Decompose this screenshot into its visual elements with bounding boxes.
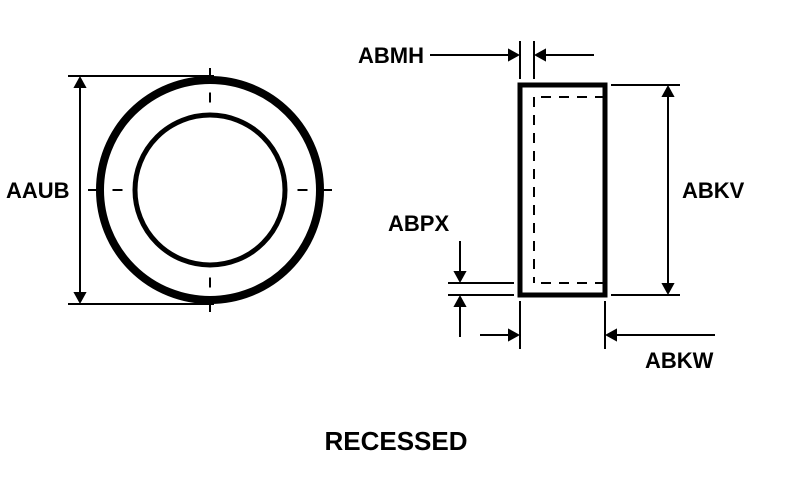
label-aaub: AAUB (6, 178, 70, 204)
label-abpx: ABPX (388, 211, 449, 237)
label-abkw: ABKW (645, 348, 713, 374)
diagram-title: RECESSED (0, 426, 792, 457)
label-abkv: ABKV (682, 178, 744, 204)
label-abmh: ABMH (358, 43, 424, 69)
